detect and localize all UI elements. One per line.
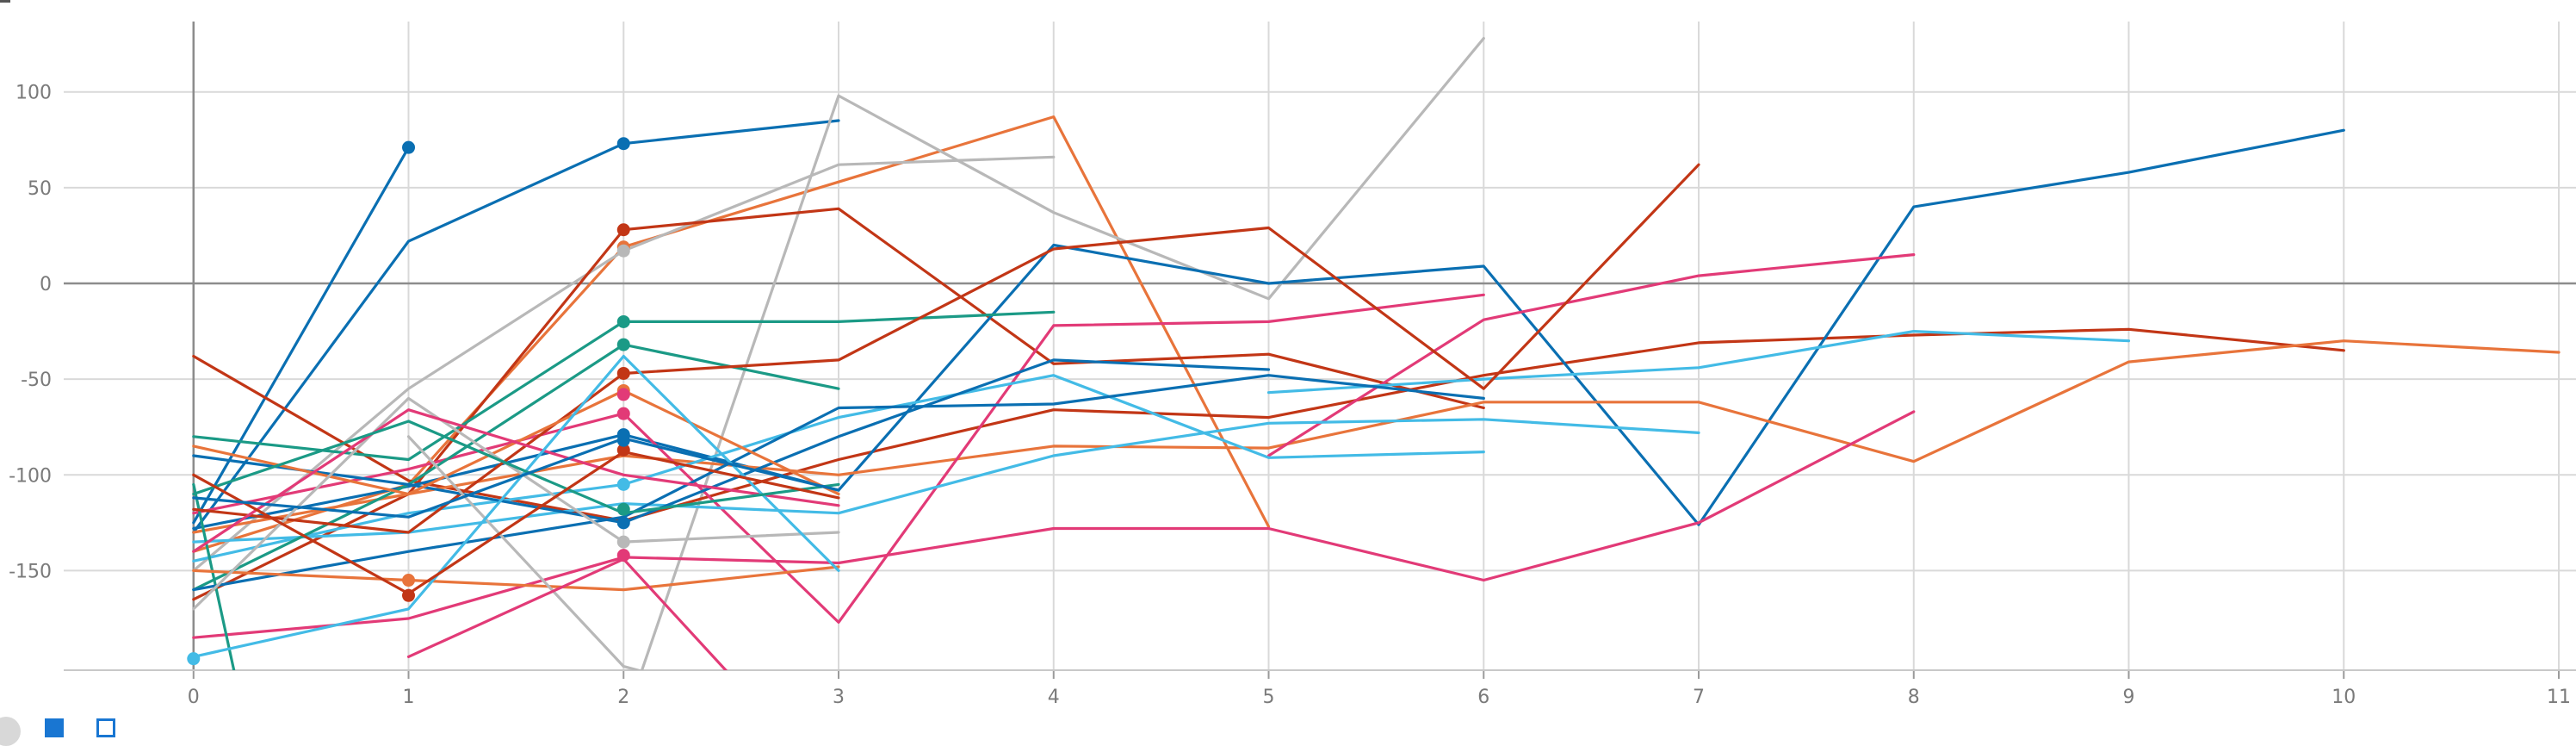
series-line-24 xyxy=(406,435,644,670)
x-tick-label: 2 xyxy=(617,687,629,708)
x-tick-label: 4 xyxy=(1048,687,1060,708)
series-lines xyxy=(192,36,2561,670)
series-line-10 xyxy=(192,293,1485,625)
x-tick-label: 6 xyxy=(1477,687,1489,708)
series-marker-19-0 xyxy=(616,516,630,530)
y-tick-label: -150 xyxy=(9,561,52,582)
series-line-1 xyxy=(192,119,840,534)
series-marker-25-1 xyxy=(616,388,630,401)
series-marker-3-0 xyxy=(616,244,630,258)
x-tick-label: 7 xyxy=(1693,687,1705,708)
series-line-9 xyxy=(192,410,1916,639)
chart-toolbar xyxy=(0,712,172,746)
y-tick-label: -50 xyxy=(21,370,52,391)
x-tick-label: 5 xyxy=(1263,687,1275,708)
series-marker-21-0 xyxy=(402,574,416,587)
y-tick-label: -100 xyxy=(9,465,52,487)
y-tick-label: 50 xyxy=(28,178,52,200)
series-line-21 xyxy=(192,565,840,592)
series-marker-25-0 xyxy=(616,549,630,563)
series-line-29 xyxy=(192,450,840,595)
series-marker-29-1 xyxy=(616,443,630,457)
series-marker-23-0 xyxy=(616,535,630,549)
series-line-30 xyxy=(192,437,840,519)
series-line-19 xyxy=(192,358,1271,525)
series-marker-17-0 xyxy=(616,338,630,351)
title-fragment xyxy=(0,0,10,3)
series-line-13 xyxy=(192,374,1485,563)
series-line-23 xyxy=(192,396,840,611)
series-marker-1-0 xyxy=(616,137,630,151)
series-marker-0-0 xyxy=(402,140,416,154)
line-chart: 0 1 2 3 4 5 6 7 8 9 10 11 100 50 0 -50 -100 -150 xyxy=(9,22,2576,708)
x-tick-label: 3 xyxy=(833,687,845,708)
series-marker-29-0 xyxy=(402,588,416,602)
series-line-16 xyxy=(192,482,236,670)
x-tick-label: 9 xyxy=(2123,687,2135,708)
x-tick-label: 8 xyxy=(1908,687,1920,708)
filled-square-icon[interactable] xyxy=(45,718,64,737)
series-line-8 xyxy=(192,339,2561,534)
series-line-4 xyxy=(640,36,1485,670)
series-marker-27-0 xyxy=(187,652,201,666)
series-line-25 xyxy=(192,408,840,553)
series-line-12 xyxy=(192,418,1700,544)
x-tick-label: 0 xyxy=(188,687,200,708)
series-line-0 xyxy=(192,146,411,525)
series-marker-18-0 xyxy=(616,366,630,380)
grid-lines xyxy=(64,22,2576,670)
series-marker-30-0 xyxy=(616,433,630,447)
series-line-2 xyxy=(192,115,1271,553)
y-tick-label: 0 xyxy=(40,274,52,295)
series-line-20 xyxy=(192,374,1485,592)
series-marker-15-0 xyxy=(616,314,630,328)
series-marker-13-0 xyxy=(616,477,630,491)
chart-axes xyxy=(64,22,2576,679)
x-tick-label: 11 xyxy=(2547,687,2571,708)
x-tick-label: 10 xyxy=(2331,687,2356,708)
series-marker-10-0 xyxy=(616,407,630,420)
y-tick-label: 100 xyxy=(15,83,52,104)
series-line-18 xyxy=(192,163,1700,534)
series-marker-28-0 xyxy=(616,502,630,516)
series-markers xyxy=(187,137,630,666)
series-marker-5-0 xyxy=(616,223,630,237)
series-line-14 xyxy=(1266,330,2131,395)
tick-labels: 0 1 2 3 4 5 6 7 8 9 10 11 100 50 0 -50 -100 -150 xyxy=(9,83,2571,708)
x-tick-label: 1 xyxy=(403,687,415,708)
scroll-indicator-icon[interactable] xyxy=(0,717,21,746)
series-line-28 xyxy=(192,420,840,515)
outline-square-icon[interactable] xyxy=(96,718,115,737)
series-line-26 xyxy=(406,557,728,670)
